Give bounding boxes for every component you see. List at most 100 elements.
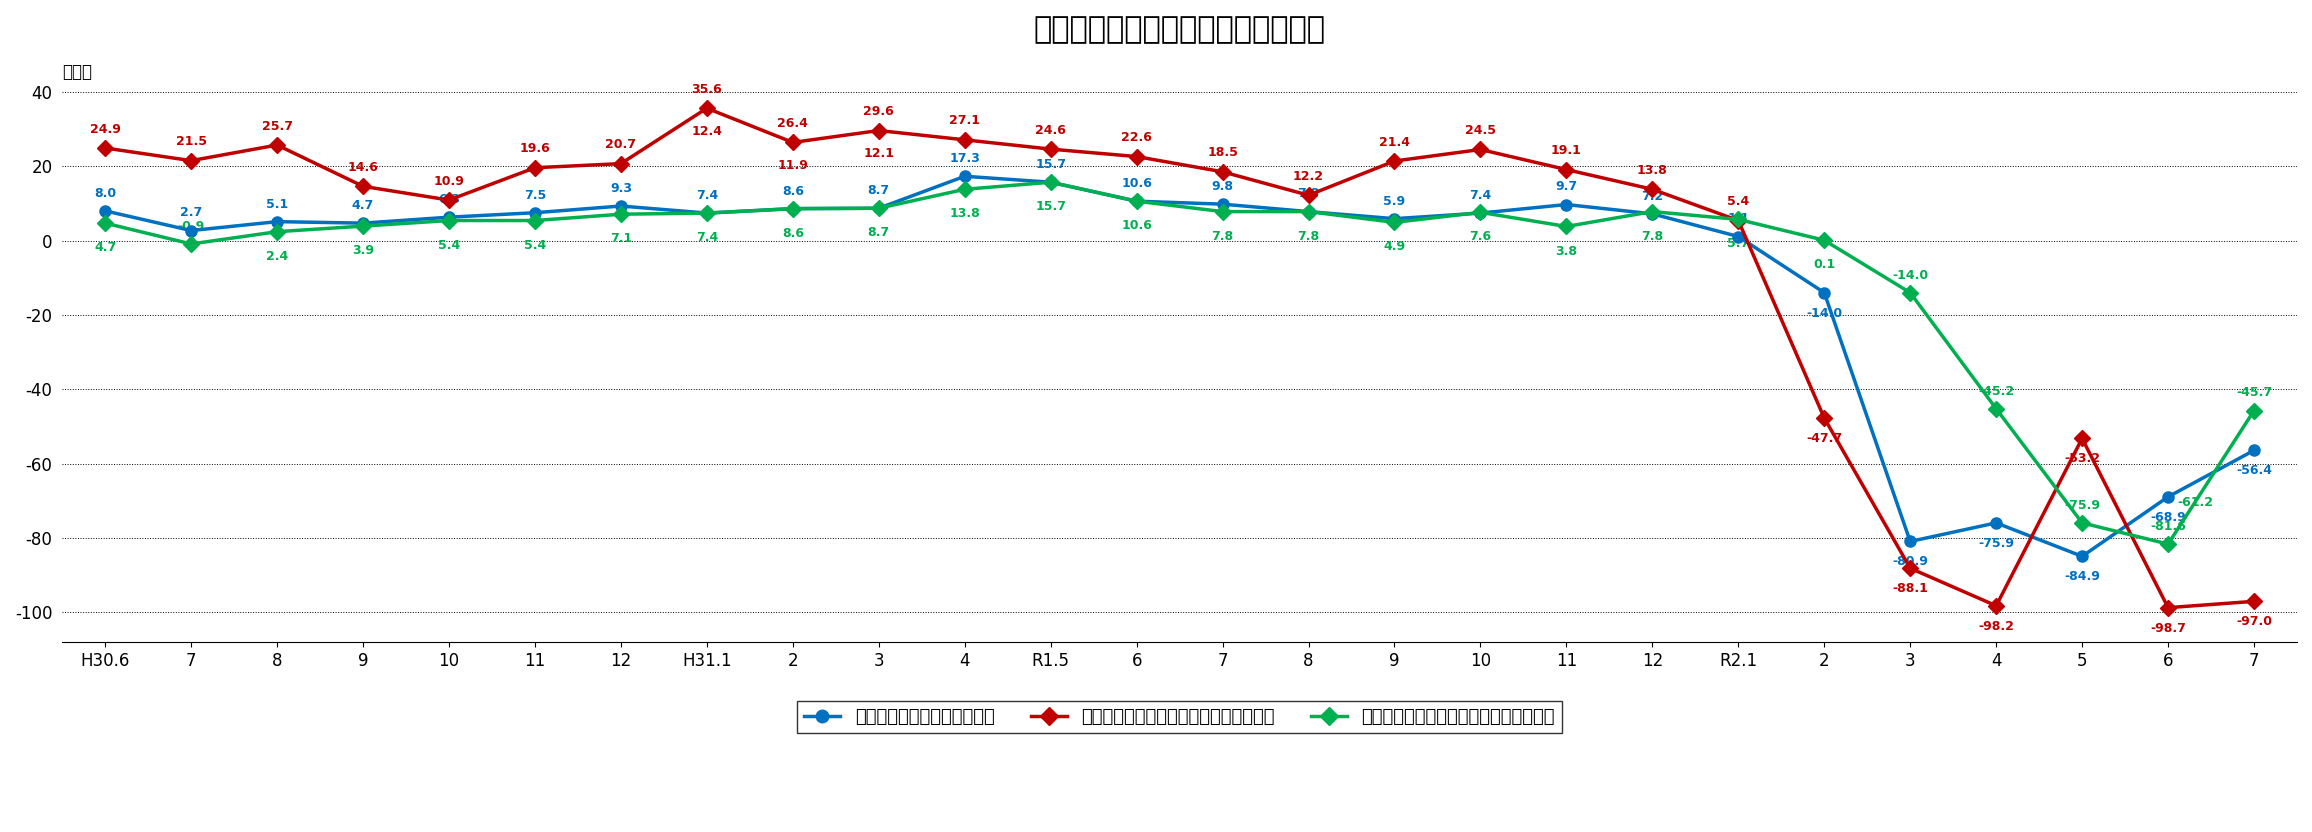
Text: -75.9: -75.9 [1979,537,2014,550]
前年同月比（うち日本人延べ宿泊者数） [1981,404,2009,414]
前年同月比（延べ宿泊者数） [2069,552,2097,562]
前年同月比（うち外国人延べ宿泊者数） [264,140,291,150]
Text: -61.2: -61.2 [2178,497,2215,509]
Title: －延べ宿泊者数前年同月比の推移－: －延べ宿泊者数前年同月比の推移－ [1033,15,1325,44]
前年同月比（うち外国人延べ宿泊者数） [349,181,377,191]
前年同月比（延べ宿泊者数） [608,201,636,211]
Text: 19.1: 19.1 [1551,144,1581,157]
Text: 7.8: 7.8 [1297,187,1320,201]
Text: 7.1: 7.1 [610,232,631,245]
Text: 8.7: 8.7 [867,226,890,240]
前年同月比（うち外国人延べ宿泊者数） [178,156,206,166]
Text: 26.4: 26.4 [777,117,809,130]
Text: -88.1: -88.1 [1891,582,1928,595]
前年同月比（延べ宿泊者数） [1124,196,1151,206]
前年同月比（うち外国人延べ宿泊者数） [1725,215,1752,225]
前年同月比（うち外国人延べ宿泊者数） [950,135,978,145]
前年同月比（うち外国人延べ宿泊者数） [2240,597,2268,607]
Text: -68.9: -68.9 [2150,511,2185,523]
Text: 4.7: 4.7 [351,199,375,212]
前年同月比（延べ宿泊者数） [779,204,807,214]
Text: 13.8: 13.8 [1637,164,1667,176]
前年同月比（うち日本人延べ宿泊者数） [1896,288,1924,298]
前年同月比（うち日本人延べ宿泊者数） [1810,235,1838,245]
前年同月比（うち日本人延べ宿泊者数） [1554,221,1581,231]
前年同月比（うち日本人延べ宿泊者数） [2155,539,2183,549]
Text: 12.2: 12.2 [1292,170,1325,183]
前年同月比（延べ宿泊者数） [1896,537,1924,547]
前年同月比（延べ宿泊者数） [2155,492,2183,502]
前年同月比（延べ宿泊者数） [1981,518,2009,527]
Text: 8.6: 8.6 [781,185,805,197]
Text: -75.9: -75.9 [2065,498,2099,512]
前年同月比（うち外国人延べ宿泊者数） [779,137,807,147]
Text: 22.6: 22.6 [1121,131,1151,144]
前年同月比（うち日本人延べ宿泊者数） [520,215,548,225]
Text: 7.5: 7.5 [525,189,546,201]
前年同月比（うち日本人延べ宿泊者数） [2069,518,2097,527]
Text: -84.9: -84.9 [2065,570,2099,583]
前年同月比（延べ宿泊者数） [865,203,892,213]
前年同月比（延べ宿泊者数） [1466,208,1494,218]
Text: -0.9: -0.9 [178,220,206,233]
Text: -14.0: -14.0 [1891,269,1928,281]
Text: -98.7: -98.7 [2150,622,2187,635]
Text: 12.4: 12.4 [691,125,721,138]
前年同月比（延べ宿泊者数） [950,171,978,181]
前年同月比（延べ宿泊者数） [1380,214,1408,224]
前年同月比（延べ宿泊者数） [349,218,377,228]
Text: 8.7: 8.7 [867,184,890,197]
Text: 6.3: 6.3 [437,193,460,206]
前年同月比（うち日本人延べ宿泊者数） [1209,206,1237,216]
Text: 25.7: 25.7 [261,120,294,132]
前年同月比（うち外国人延べ宿泊者数） [1810,413,1838,423]
前年同月比（うち外国人延べ宿泊者数） [1554,165,1581,175]
Text: 9.3: 9.3 [610,182,631,195]
前年同月比（うち外国人延べ宿泊者数） [435,195,462,205]
前年同月比（うち日本人延べ宿泊者数） [950,185,978,195]
前年同月比（延べ宿泊者数） [1810,288,1838,298]
Text: 5.9: 5.9 [1383,195,1406,207]
Text: 3.9: 3.9 [351,244,375,257]
Text: 9.7: 9.7 [1556,181,1577,193]
Text: 29.6: 29.6 [862,105,895,118]
前年同月比（延べ宿泊者数） [435,212,462,222]
Text: 1.1: 1.1 [1727,212,1750,225]
Text: 7.8: 7.8 [1211,230,1235,243]
前年同月比（うち日本人延べ宿泊者数） [608,209,636,219]
Text: 19.6: 19.6 [520,142,550,156]
Text: 5.1: 5.1 [266,197,289,210]
前年同月比（延べ宿泊者数） [1725,231,1752,241]
Text: 15.7: 15.7 [1036,201,1066,213]
Line: 前年同月比（うち日本人延べ宿泊者数）: 前年同月比（うち日本人延べ宿泊者数） [99,176,2259,550]
Text: 21.4: 21.4 [1378,136,1410,149]
Text: 7.4: 7.4 [696,189,719,202]
Text: 5.4: 5.4 [437,239,460,251]
Text: -81.6: -81.6 [2150,520,2187,533]
Text: 2.4: 2.4 [266,250,289,263]
Text: 24.6: 24.6 [1036,124,1066,136]
前年同月比（うち外国人延べ宿泊者数） [92,143,120,153]
前年同月比（うち日本人延べ宿泊者数） [1380,217,1408,227]
Text: 14.6: 14.6 [347,161,379,174]
Text: 7.6: 7.6 [1470,230,1491,244]
前年同月比（うち外国人延べ宿泊者数） [1036,144,1064,154]
Text: 3.8: 3.8 [1556,245,1577,258]
前年同月比（うち日本人延べ宿泊者数） [1124,196,1151,206]
前年同月比（延べ宿泊者数） [1209,199,1237,209]
前年同月比（うち外国人延べ宿泊者数） [520,163,548,173]
Text: 8.0: 8.0 [95,186,116,200]
Text: 9.8: 9.8 [1211,180,1235,193]
前年同月比（延べ宿泊者数） [1554,200,1581,210]
前年同月比（うち日本人延べ宿泊者数） [1466,207,1494,217]
Text: （％）: （％） [62,62,92,81]
前年同月比（うち外国人延べ宿泊者数） [865,126,892,136]
Text: 35.6: 35.6 [691,82,721,96]
Text: -80.9: -80.9 [1891,555,1928,568]
Text: 11.9: 11.9 [777,159,809,172]
Text: 4.7: 4.7 [95,241,116,255]
前年同月比（うち外国人延べ宿泊者数） [1295,191,1322,201]
Text: 7.4: 7.4 [696,231,719,244]
Text: 10.6: 10.6 [1121,220,1151,232]
前年同月比（うち外国人延べ宿泊者数） [1896,563,1924,573]
